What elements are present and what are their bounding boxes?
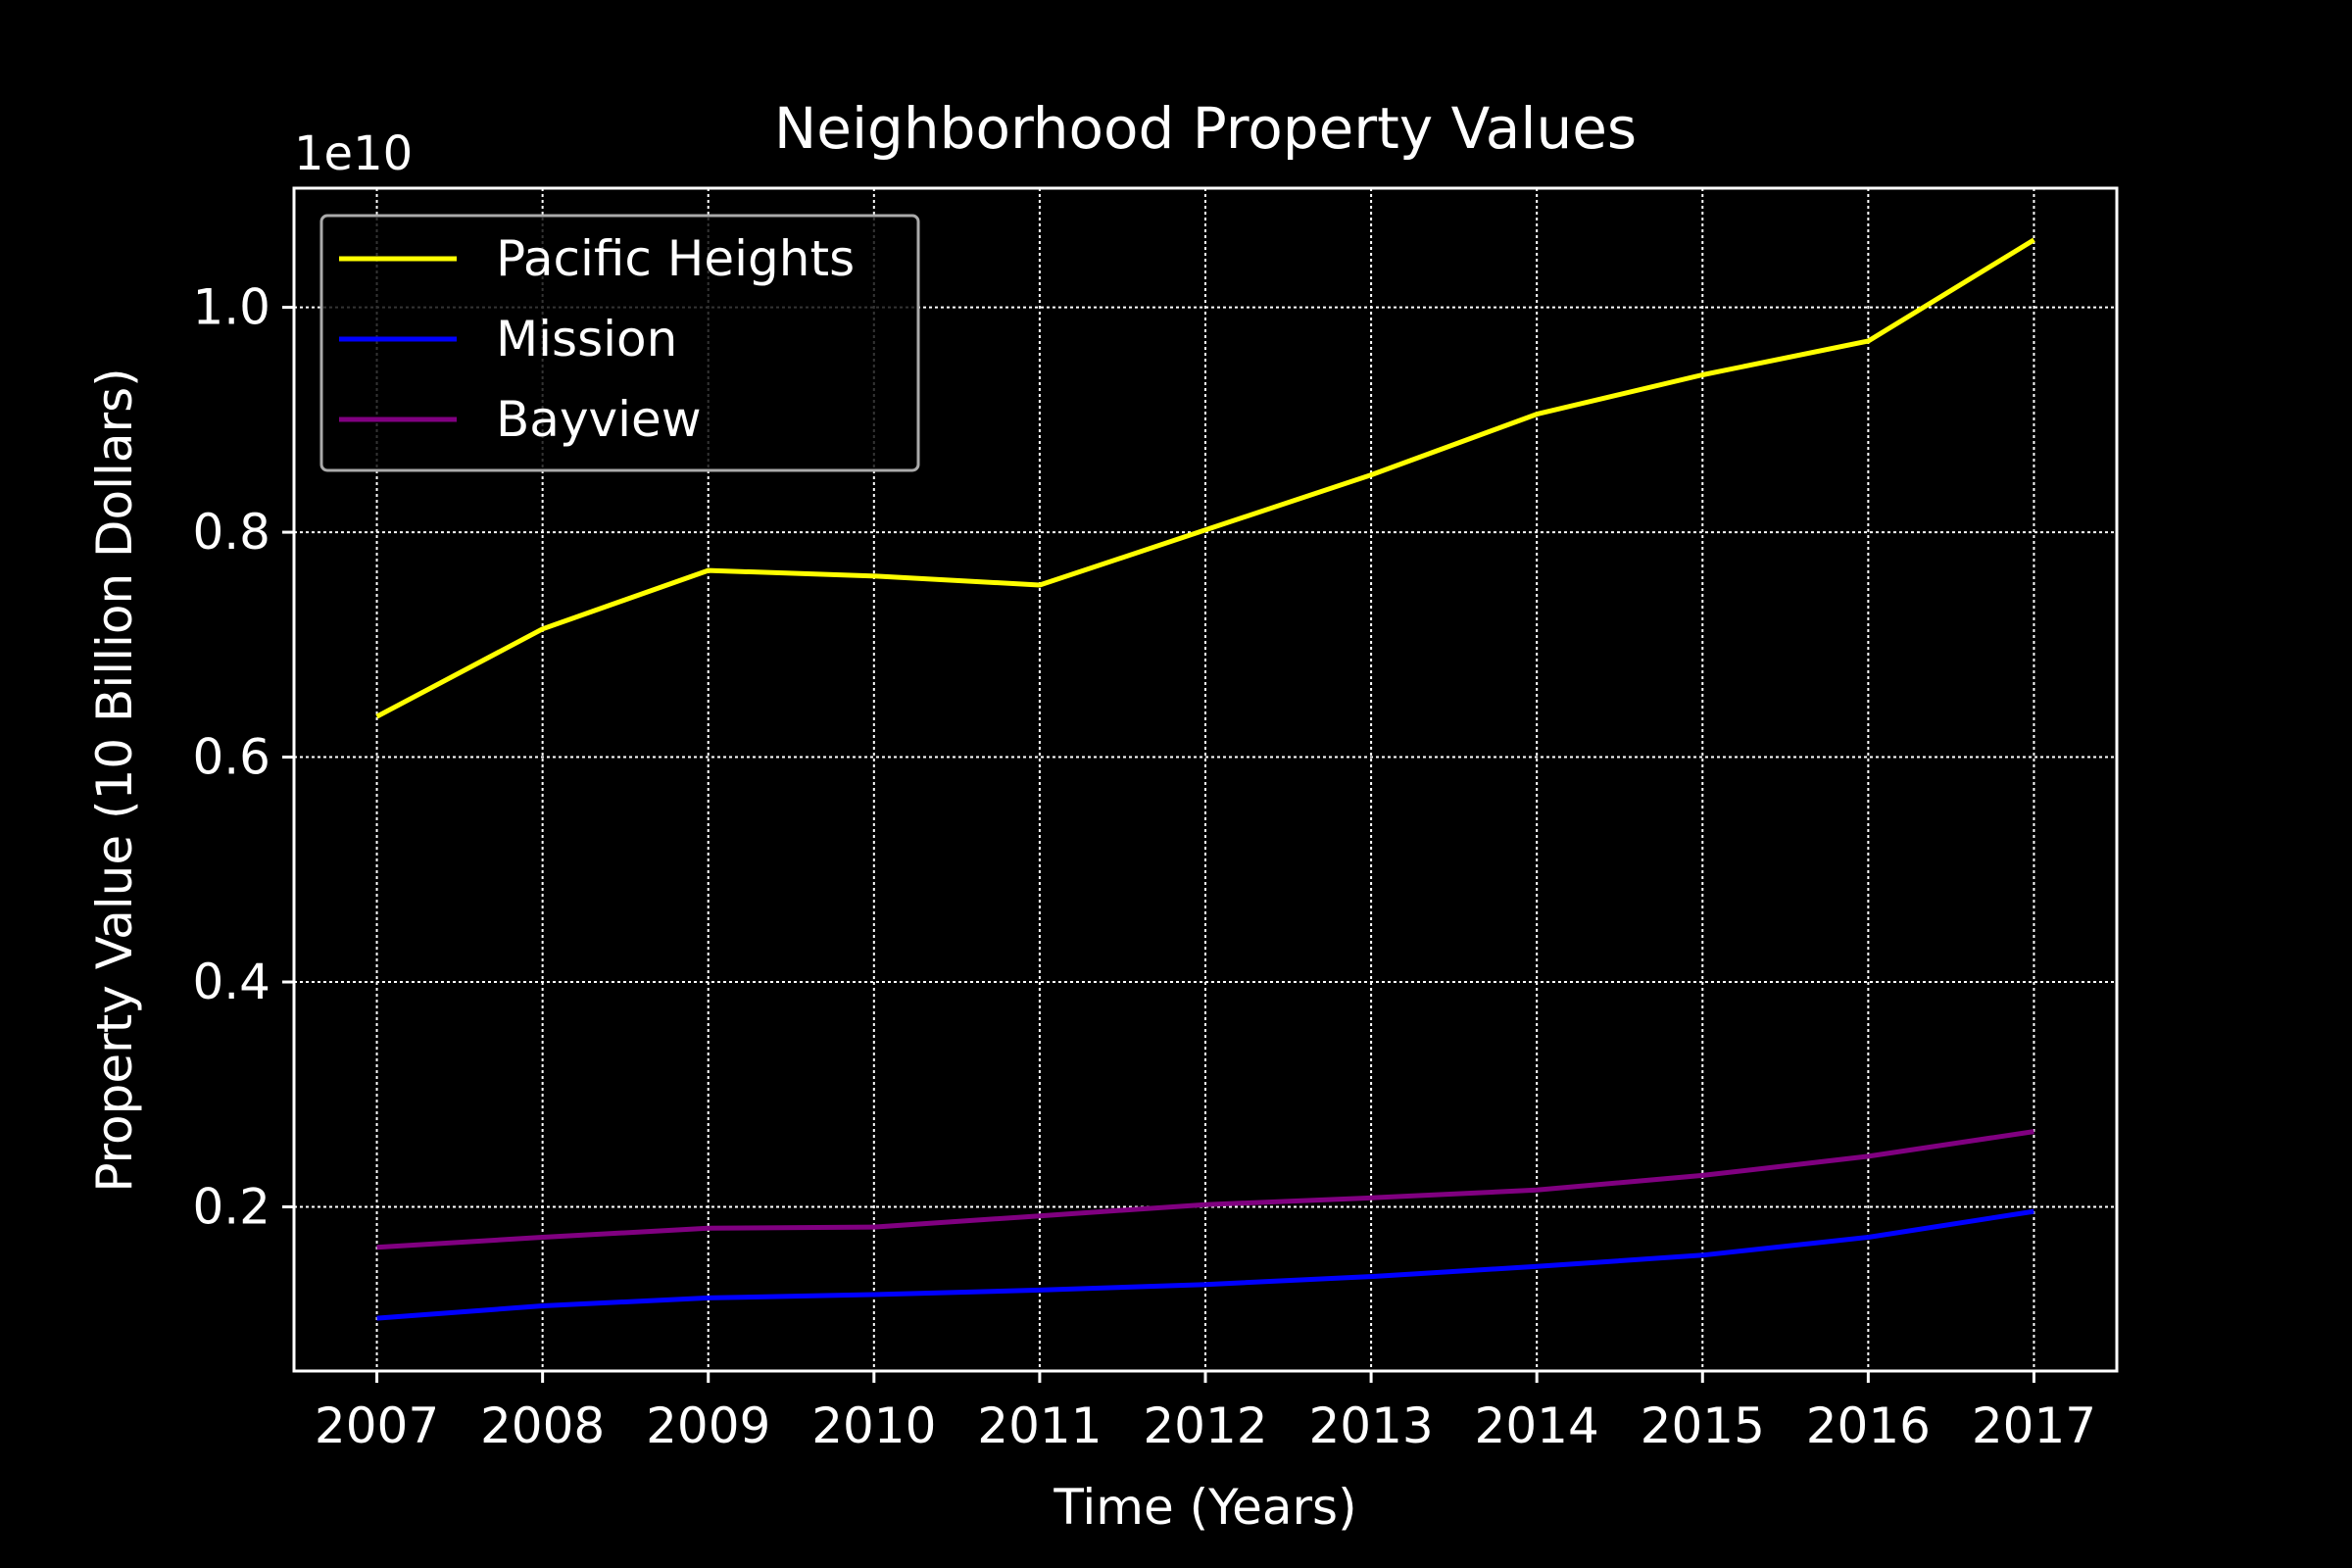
x-tick-label: 2007 bbox=[315, 1397, 439, 1454]
series-line-bayview bbox=[376, 1129, 2034, 1250]
x-tick-label: 2013 bbox=[1308, 1397, 1433, 1454]
y-axis-ticks: 0.2 0.4 0.6 0.8 1.0 bbox=[192, 279, 294, 1235]
y-tick-label: 0.8 bbox=[192, 504, 270, 561]
y-offset-label: 1e10 bbox=[294, 126, 413, 181]
legend-label-bayview: Bayview bbox=[496, 391, 702, 448]
x-tick-label: 2014 bbox=[1475, 1397, 1599, 1454]
y-axis-label: Property Value (10 Billion Dollars) bbox=[86, 368, 143, 1192]
legend-box bbox=[319, 214, 920, 472]
series-line-mission bbox=[376, 1208, 2034, 1321]
y-tick-label: 0.2 bbox=[192, 1178, 270, 1235]
chart-title: Neighborhood Property Values bbox=[774, 95, 1637, 162]
legend-label-pacific-heights: Pacific Heights bbox=[496, 230, 855, 287]
x-tick-label: 2012 bbox=[1143, 1397, 1267, 1454]
x-axis-label: Time (Years) bbox=[1053, 1479, 1356, 1536]
x-tick-label: 2009 bbox=[646, 1397, 770, 1454]
legend: Pacific Heights Mission Bayview bbox=[319, 214, 920, 472]
x-tick-label: 2011 bbox=[977, 1397, 1102, 1454]
legend-label-mission: Mission bbox=[496, 311, 677, 368]
x-axis-ticks: 2007 2008 2009 2010 2011 2012 2013 2014 2015 2016… bbox=[315, 1371, 2096, 1454]
y-tick-label: 0.4 bbox=[192, 954, 270, 1010]
x-tick-label: 2017 bbox=[1972, 1397, 2096, 1454]
y-tick-label: 1.0 bbox=[192, 279, 270, 336]
x-tick-label: 2016 bbox=[1806, 1397, 1931, 1454]
series-lines bbox=[375, 237, 2035, 1321]
x-tick-label: 2015 bbox=[1641, 1397, 1765, 1454]
x-tick-label: 2008 bbox=[480, 1397, 605, 1454]
series-line-pacific-heights bbox=[375, 237, 2035, 719]
x-tick-label: 2010 bbox=[811, 1397, 936, 1454]
y-tick-label: 0.6 bbox=[192, 729, 270, 786]
